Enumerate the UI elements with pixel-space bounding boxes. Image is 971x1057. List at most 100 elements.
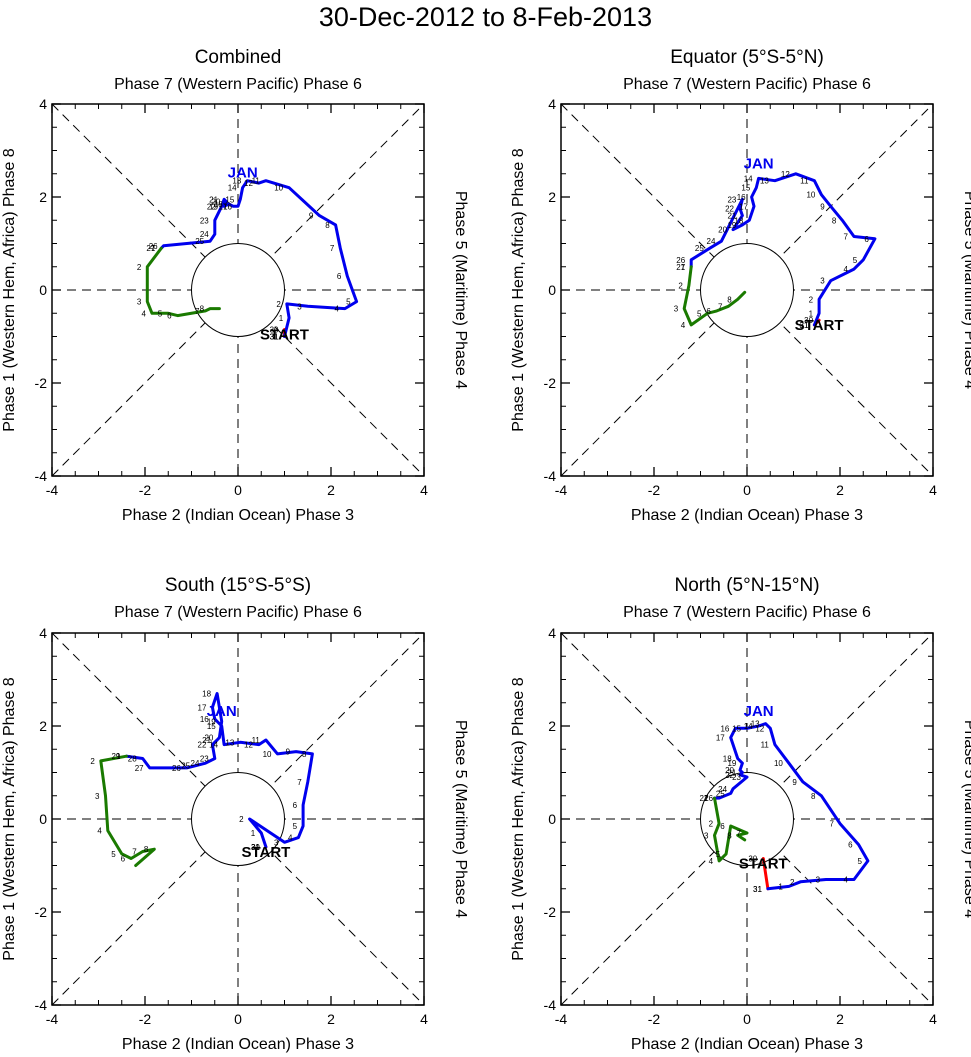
- x-tick-label: -2: [139, 1011, 152, 1027]
- phase-panel-4: North (5°N-15°N) Phase 7 (Western Pacific…: [510, 575, 971, 1053]
- day-label: 2: [790, 878, 795, 887]
- series-line-feb: [682, 265, 747, 327]
- unit-circle: [191, 243, 285, 337]
- series-line-feb: [145, 246, 221, 318]
- y-tick-label: 2: [548, 718, 556, 734]
- day-label: 22: [207, 202, 216, 211]
- day-label: 8: [811, 792, 816, 801]
- y-tick-label: 2: [39, 189, 47, 205]
- day-label: 14: [209, 741, 218, 750]
- x-tick-label: -2: [139, 482, 152, 498]
- day-label: 9: [820, 202, 825, 211]
- day-label: 25: [181, 762, 190, 771]
- day-label: 13: [751, 720, 760, 729]
- right-phase-label: Phase 5 (Maritime) Phase 4: [452, 191, 469, 389]
- day-label: 4: [843, 265, 848, 274]
- day-label: 5: [857, 857, 862, 866]
- x-axis-label: Phase 2 (Indian Ocean) Phase 3: [122, 1036, 354, 1053]
- x-tick-label: -4: [555, 1011, 568, 1027]
- series-line-dec: [761, 857, 770, 891]
- series-line-jan: [124, 692, 314, 849]
- x-tick-label: -2: [648, 1011, 661, 1027]
- y-tick-label: -4: [35, 468, 48, 484]
- day-label: 1: [279, 314, 284, 323]
- unit-circle: [700, 772, 794, 866]
- day-label: 5: [346, 298, 351, 307]
- page-title: 30-Dec-2012 to 8-Feb-2013: [318, 2, 653, 32]
- day-label: 31: [753, 885, 762, 894]
- day-label: 30: [748, 855, 757, 864]
- day-label: 7: [195, 307, 200, 316]
- day-label: 8: [325, 221, 330, 230]
- y-tick-label: -2: [35, 375, 48, 391]
- day-label: 6: [864, 235, 869, 244]
- day-label: 20: [725, 766, 734, 775]
- day-label: 3: [816, 875, 821, 884]
- day-label: 31: [251, 843, 260, 852]
- day-label: 24: [718, 785, 727, 794]
- series-line-feb: [713, 796, 749, 863]
- day-label: 2: [137, 263, 142, 272]
- day-label: 6: [337, 272, 342, 281]
- day-label: 17: [218, 202, 227, 211]
- month-label-jan: JAN: [744, 703, 774, 720]
- day-label: 27: [135, 764, 144, 773]
- unit-circle: [191, 772, 285, 866]
- month-label-jan: JAN: [744, 155, 774, 172]
- series-line-jan: [159, 179, 359, 338]
- day-label: 25: [695, 244, 704, 253]
- x-axis-label: Phase 2 (Indian Ocean) Phase 3: [631, 507, 863, 524]
- x-tick-label: 0: [234, 1011, 242, 1027]
- panel-title: South (15°S-5°S): [165, 575, 311, 596]
- panel-title: Combined: [195, 47, 282, 68]
- day-label: 29: [111, 752, 120, 761]
- day-label: 21: [202, 736, 211, 745]
- day-label: 5: [853, 256, 858, 265]
- x-tick-label: 4: [929, 482, 937, 498]
- day-label: 1: [809, 309, 814, 318]
- day-label: 1: [704, 794, 709, 803]
- series-line-jan: [689, 172, 877, 327]
- y-tick-label: 0: [39, 282, 47, 298]
- day-label: 17: [739, 202, 748, 211]
- day-label: 27: [146, 244, 155, 253]
- y-tick-label: 0: [548, 811, 556, 827]
- series-line-jan: [713, 722, 870, 891]
- day-label: 4: [709, 857, 714, 866]
- y-tick-label: -4: [35, 997, 48, 1013]
- day-label: 10: [806, 191, 815, 200]
- right-phase-label: Phase 5 (Maritime) Phase 4: [452, 720, 469, 918]
- phase-panel-2: Equator (5°S-5°N) Phase 7 (Western Pacifi…: [510, 47, 971, 524]
- day-label: 27: [700, 794, 709, 803]
- right-phase-label: Phase 5 (Maritime) Phase 4: [961, 191, 971, 389]
- day-label: 9: [286, 748, 291, 757]
- panel-title: Equator (5°S-5°N): [670, 47, 824, 68]
- day-label: 26: [704, 794, 713, 803]
- start-label: START: [241, 844, 290, 861]
- panel-title: North (5°N-15°N): [674, 575, 819, 596]
- day-label: 2: [276, 300, 281, 309]
- day-label: 11: [252, 177, 261, 186]
- day-label: 5: [716, 850, 721, 859]
- day-label: 4: [334, 305, 339, 314]
- phase-panel-1: Combined Phase 7 (Western Pacific) Phase …: [1, 47, 469, 524]
- y-tick-label: 4: [548, 625, 556, 641]
- day-label: 8: [144, 845, 149, 854]
- phase-panel-3: South (15°S-5°S) Phase 7 (Western Pacific…: [1, 575, 469, 1053]
- x-tick-label: -2: [648, 482, 661, 498]
- x-tick-label: 0: [743, 482, 751, 498]
- start-label: START: [795, 317, 844, 334]
- day-label: 7: [330, 244, 335, 253]
- x-axis-label: Phase 2 (Indian Ocean) Phase 3: [122, 507, 354, 524]
- day-label: 6: [293, 801, 298, 810]
- series-line-feb: [99, 754, 156, 867]
- day-label: 6: [848, 841, 853, 850]
- day-label: 2: [239, 815, 244, 824]
- day-label: 26: [149, 242, 158, 251]
- x-tick-label: 0: [743, 1011, 751, 1027]
- day-label: 10: [274, 184, 283, 193]
- x-tick-label: 2: [327, 1011, 335, 1027]
- day-label: 1: [116, 752, 121, 761]
- day-label: 8: [727, 831, 732, 840]
